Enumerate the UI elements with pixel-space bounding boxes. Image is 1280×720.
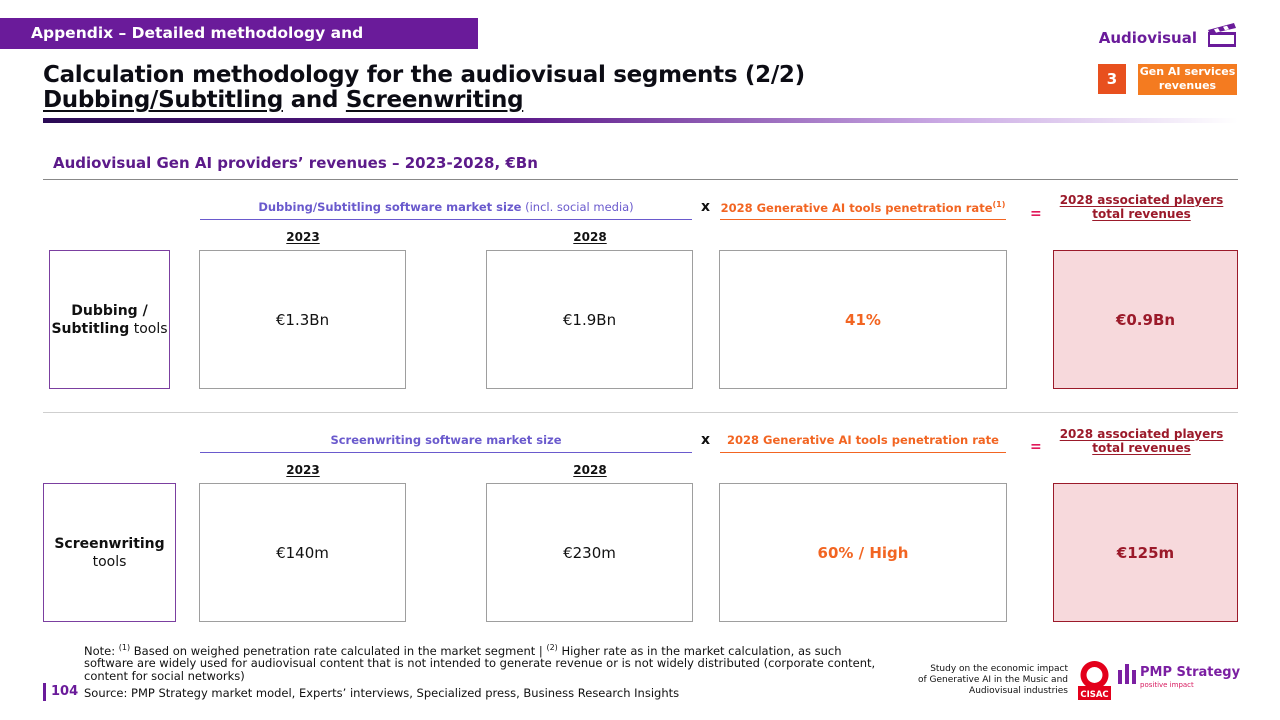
- title-divider: [43, 118, 1238, 123]
- market-size-header: Screenwriting software market size: [330, 433, 562, 447]
- section-divider: [43, 179, 1238, 180]
- equals-operator: =: [1030, 206, 1042, 222]
- value-2028-box: €230m: [486, 483, 693, 622]
- market-size-underline: [200, 219, 692, 220]
- note-text-2: Higher rate as in the market calculation…: [84, 643, 876, 683]
- result-revenue-box: €0.9Bn: [1053, 250, 1238, 389]
- section-header: Audiovisual Gen AI providers’ revenues –…: [53, 154, 538, 172]
- penetration-header: 2028 Generative AI tools penetration rat…: [727, 433, 999, 447]
- study-line3: Audiovisual industries: [969, 686, 1068, 696]
- clapperboard-icon: [1208, 23, 1236, 47]
- study-caption: Study on the economic impact of Generati…: [880, 664, 1068, 697]
- year-label-2028: 2028: [573, 230, 607, 244]
- row-label-screenwriting: Screenwriting tools: [43, 483, 176, 622]
- step-number-badge: 3: [1098, 64, 1126, 94]
- market-size-header-text: Dubbing/Subtitling software market size: [258, 200, 522, 214]
- subtitle-part-b: Screenwriting: [345, 87, 524, 113]
- result-header-line1: 2028 associated players: [1059, 193, 1224, 207]
- pmp-logo-icon: [1118, 664, 1136, 684]
- page-subtitle: Dubbing/Subtitling and Screenwriting: [43, 87, 524, 113]
- page-number-bar: [43, 683, 46, 701]
- penetration-header: 2028 Generative AI tools penetration rat…: [720, 200, 1006, 215]
- multiply-operator: x: [701, 199, 711, 215]
- year-label-2023: 2023: [286, 463, 320, 477]
- year-label-2023: 2023: [286, 230, 320, 244]
- row-label-bold-2: Subtitling: [51, 320, 130, 337]
- step-label-line1: Gen AI services: [1139, 65, 1236, 78]
- note-text-1: Based on weighed penetration rate calcul…: [130, 643, 547, 658]
- penetration-rate-box: 60% / High: [719, 483, 1007, 622]
- note-prefix: Note:: [84, 643, 119, 658]
- cisac-logo: CISAC: [1078, 661, 1111, 700]
- pmp-strategy-name: PMP Strategy: [1140, 665, 1241, 680]
- result-header: 2028 associated players total revenues: [1054, 427, 1229, 455]
- pmp-strategy-tagline: positive impact: [1140, 681, 1194, 689]
- result-header-line2: total revenues: [1092, 441, 1191, 455]
- footnote: Note: (1) Based on weighed penetration r…: [84, 642, 884, 682]
- value-2023-box: €140m: [199, 483, 406, 622]
- result-header-line2: total revenues: [1092, 207, 1191, 221]
- study-line1: Study on the economic impact: [930, 664, 1068, 674]
- result-header-line1: 2028 associated players: [1059, 427, 1224, 441]
- market-size-header: Dubbing/Subtitling software market size …: [200, 200, 692, 214]
- row-label-bold-1: Screenwriting: [54, 535, 165, 552]
- result-header: 2028 associated players total revenues: [1054, 193, 1229, 221]
- equals-operator: =: [1030, 439, 1042, 455]
- penetration-underline: [720, 219, 1006, 220]
- note-sup-2: (2): [546, 643, 558, 652]
- subtitle-part-a: Dubbing/Subtitling: [43, 87, 283, 113]
- note-sup-1: (1): [118, 643, 131, 652]
- page-title: Calculation methodology for the audiovis…: [43, 62, 805, 88]
- study-line2: of Generative AI in the Music and: [917, 675, 1068, 685]
- multiply-operator: x: [701, 432, 711, 448]
- row-divider: [43, 412, 1238, 413]
- appendix-banner: Appendix – Detailed methodology and assu…: [0, 18, 478, 73]
- subtitle-connector: and: [283, 87, 346, 113]
- market-size-underline: [200, 452, 692, 453]
- step-label-line2: revenues: [1158, 79, 1217, 92]
- step-label-badge: Gen AI services revenues: [1138, 64, 1237, 95]
- penetration-underline: [720, 452, 1006, 453]
- value-2023-box: €1.3Bn: [199, 250, 406, 389]
- cisac-logo-text: CISAC: [1080, 690, 1108, 700]
- row-label-bold-1: Dubbing /: [71, 302, 148, 319]
- penetration-header-text: 2028 Generative AI tools penetration rat…: [720, 200, 993, 215]
- segment-label: Audiovisual: [1098, 29, 1197, 47]
- row-label-suffix: tools: [129, 320, 168, 337]
- row-label-dubbing-subtitling: Dubbing / Subtitling tools: [49, 250, 170, 389]
- year-label-2028: 2028: [573, 463, 607, 477]
- result-revenue-box: €125m: [1053, 483, 1238, 622]
- source-line: Source: PMP Strategy market model, Exper…: [84, 686, 680, 700]
- page-number: 104: [51, 684, 79, 699]
- penetration-header-sup: (1): [992, 200, 1006, 209]
- penetration-rate-box: 41%: [719, 250, 1007, 389]
- row-label-suffix: tools: [92, 553, 127, 570]
- market-size-header-note: (incl. social media): [521, 200, 634, 214]
- value-2028-box: €1.9Bn: [486, 250, 693, 389]
